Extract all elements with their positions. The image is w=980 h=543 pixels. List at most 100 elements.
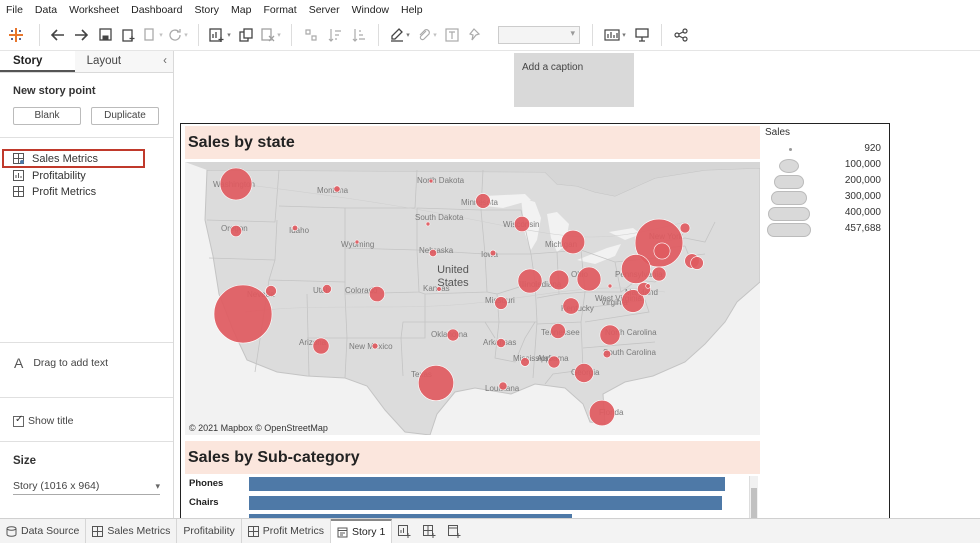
sales-bubble-az[interactable]	[312, 337, 330, 355]
bar-row[interactable]: Phones	[185, 476, 760, 492]
menu-worksheet[interactable]: Worksheet	[69, 3, 120, 16]
tab-story[interactable]: Story	[0, 51, 75, 72]
new-worksheet-icon[interactable]	[392, 519, 417, 543]
swap-rows-columns-icon[interactable]	[299, 23, 323, 47]
duplicate-button[interactable]: Duplicate	[91, 107, 159, 125]
sales-bubble-al[interactable]	[547, 355, 561, 369]
sales-bubble-ms[interactable]	[520, 357, 530, 367]
redo-icon[interactable]	[69, 23, 93, 47]
sales-bubble-ct[interactable]	[679, 222, 691, 234]
sort-descending-icon[interactable]	[347, 23, 371, 47]
menu-window[interactable]: Window	[351, 3, 389, 16]
bar-phones[interactable]	[249, 477, 725, 491]
sales-bubble-tx[interactable]	[418, 365, 455, 402]
sales-bubble-ky[interactable]	[562, 297, 580, 315]
show-me-icon[interactable]: ▾	[600, 23, 630, 47]
sheet-item-profitability[interactable]: Profitability	[12, 168, 86, 183]
sales-bubble-co[interactable]	[369, 286, 386, 303]
sales-bubble-ar[interactable]	[496, 338, 506, 348]
sales-bubble-nc[interactable]	[599, 324, 621, 346]
sales-bubble-nj[interactable]	[653, 242, 671, 260]
menu-file[interactable]: File	[6, 3, 23, 16]
refresh-icon[interactable]: ▾	[165, 23, 191, 47]
sales-bubble-dc[interactable]	[645, 283, 651, 289]
save-icon[interactable]	[93, 23, 117, 47]
sort-ascending-icon[interactable]	[323, 23, 347, 47]
fix-axes-icon[interactable]	[464, 23, 488, 47]
blank-button[interactable]: Blank	[13, 107, 81, 125]
sales-bubble-de[interactable]	[651, 266, 667, 282]
new-worksheet-icon[interactable]: ▾	[206, 23, 234, 47]
sales-bubble-fl[interactable]	[588, 399, 616, 427]
pause-updates-icon[interactable]: ▾	[141, 23, 165, 47]
menu-format[interactable]: Format	[263, 3, 297, 16]
fit-dropdown[interactable]	[498, 25, 580, 44]
menu-dashboard[interactable]: Dashboard	[131, 3, 183, 16]
sales-bubble-in[interactable]	[548, 269, 570, 291]
sales-bubble-il[interactable]	[517, 268, 543, 294]
size-dropdown[interactable]: Story (1016 x 964)	[13, 477, 160, 495]
sales-bubble-ks[interactable]	[436, 286, 442, 292]
new-data-source-icon[interactable]	[117, 23, 141, 47]
bar-row[interactable]: Chairs	[185, 495, 760, 511]
bar-chairs[interactable]	[249, 496, 723, 510]
clear-sheet-icon[interactable]: ▾	[258, 23, 284, 47]
us-map-svg[interactable]	[185, 162, 760, 435]
sales-by-subcategory-chart[interactable]: Phones Chairs	[185, 476, 760, 519]
sales-bubble-id[interactable]	[291, 224, 299, 232]
group-members-icon[interactable]: ▾	[414, 23, 440, 47]
menu-help[interactable]: Help	[401, 3, 423, 16]
tableau-logo-icon[interactable]	[0, 23, 32, 47]
sales-bubble-wy[interactable]	[354, 239, 360, 245]
sales-bubble-wi[interactable]	[513, 215, 530, 232]
show-title-checkbox[interactable]: Show title	[13, 414, 74, 427]
drag-to-add-text[interactable]: A Drag to add text	[14, 355, 108, 371]
sales-bubble-ca[interactable]	[213, 284, 273, 344]
menu-data[interactable]: Data	[34, 3, 58, 16]
new-story-icon[interactable]	[442, 519, 467, 543]
tab-sales-metrics[interactable]: Sales Metrics	[86, 519, 178, 543]
menu-map[interactable]: Map	[231, 3, 252, 16]
sales-bubble-mo[interactable]	[494, 296, 508, 310]
sales-bubble-sd[interactable]	[425, 221, 431, 227]
undo-icon[interactable]	[47, 23, 69, 47]
sales-bubble-pa[interactable]	[621, 254, 651, 284]
story-point-caption[interactable]: Add a caption	[514, 53, 634, 107]
presentation-mode-icon[interactable]	[630, 23, 654, 47]
show-mark-labels-icon[interactable]	[440, 23, 464, 47]
highlight-icon[interactable]: ▾	[386, 23, 414, 47]
tab-profitability[interactable]: Profitability	[177, 519, 242, 543]
tab-story-1[interactable]: Story 1	[331, 519, 393, 543]
sales-bubble-ne[interactable]	[429, 249, 438, 258]
sales-bubble-va[interactable]	[621, 289, 645, 313]
sales-bubble-mt[interactable]	[333, 185, 341, 193]
sales-bubble-nv[interactable]	[265, 285, 277, 297]
duplicate-sheet-icon[interactable]	[234, 23, 258, 47]
tab-profit-metrics[interactable]: Profit Metrics	[242, 519, 332, 543]
sales-map[interactable]: WashingtonOregonIdahoMontanaWyomingNorth…	[185, 162, 760, 435]
sales-bubble-tn[interactable]	[550, 323, 566, 339]
sheet-item-sales-metrics[interactable]: Sales Metrics	[2, 149, 145, 168]
bar-storage[interactable]	[249, 514, 572, 519]
tab-data-source[interactable]: Data Source	[0, 519, 87, 543]
tab-layout[interactable]: Layout ‹	[74, 51, 173, 72]
menu-server[interactable]: Server	[308, 3, 340, 16]
sales-bubble-ok[interactable]	[446, 328, 460, 342]
sales-bubble-nd[interactable]	[428, 178, 434, 184]
scrollbar-thumb[interactable]	[751, 488, 757, 519]
sales-bubble-nm[interactable]	[371, 342, 379, 350]
sales-bubble-ga[interactable]	[574, 363, 594, 383]
sales-bubble-wv[interactable]	[607, 283, 613, 289]
sales-bubble-mi[interactable]	[560, 229, 586, 255]
sales-bubble-ri[interactable]	[690, 256, 704, 270]
bar-row[interactable]	[185, 514, 760, 519]
sales-bubble-mn[interactable]	[475, 193, 491, 209]
menu-story[interactable]: Story	[194, 3, 219, 16]
sheet-item-profit-metrics[interactable]: Profit Metrics	[12, 184, 96, 199]
sales-bubble-sc[interactable]	[602, 349, 612, 359]
sales-bubble-ia[interactable]	[489, 249, 497, 257]
sales-bubble-or[interactable]	[229, 224, 242, 237]
sales-bubble-wa[interactable]	[219, 167, 253, 201]
new-dashboard-icon[interactable]	[417, 519, 442, 543]
sales-bubble-ut[interactable]	[322, 284, 332, 294]
